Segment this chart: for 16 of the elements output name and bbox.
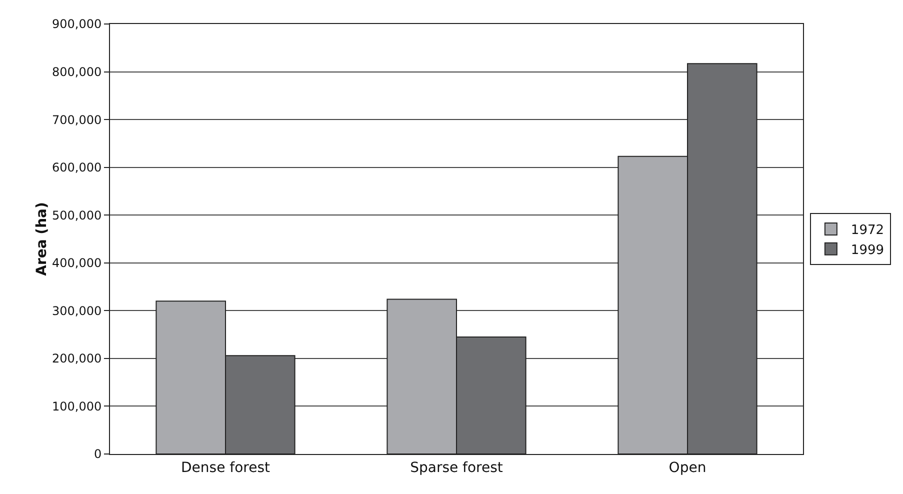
x-tick-label: Sparse forest	[410, 460, 504, 476]
y-tick-label: 400,000	[52, 256, 102, 270]
y-axis-title: Area (ha)	[34, 202, 50, 276]
y-tick-label: 300,000	[52, 304, 102, 318]
y-tick-label: 900,000	[52, 17, 102, 32]
y-tick-label: 800,000	[52, 64, 102, 79]
y-tick-label: 500,000	[52, 208, 102, 222]
y-tick-label: 700,000	[52, 112, 102, 127]
x-tick-label: Open	[668, 460, 706, 476]
y-tick-label: 600,000	[52, 160, 102, 175]
y-tick-label: 0	[94, 447, 102, 462]
legend-label: 1972	[850, 223, 884, 238]
y-tick-label: 200,000	[52, 352, 102, 366]
legend-label: 1999	[850, 242, 884, 258]
y-tick-label: 100,000	[52, 399, 102, 414]
x-tick-label: Dense forest	[181, 460, 270, 476]
